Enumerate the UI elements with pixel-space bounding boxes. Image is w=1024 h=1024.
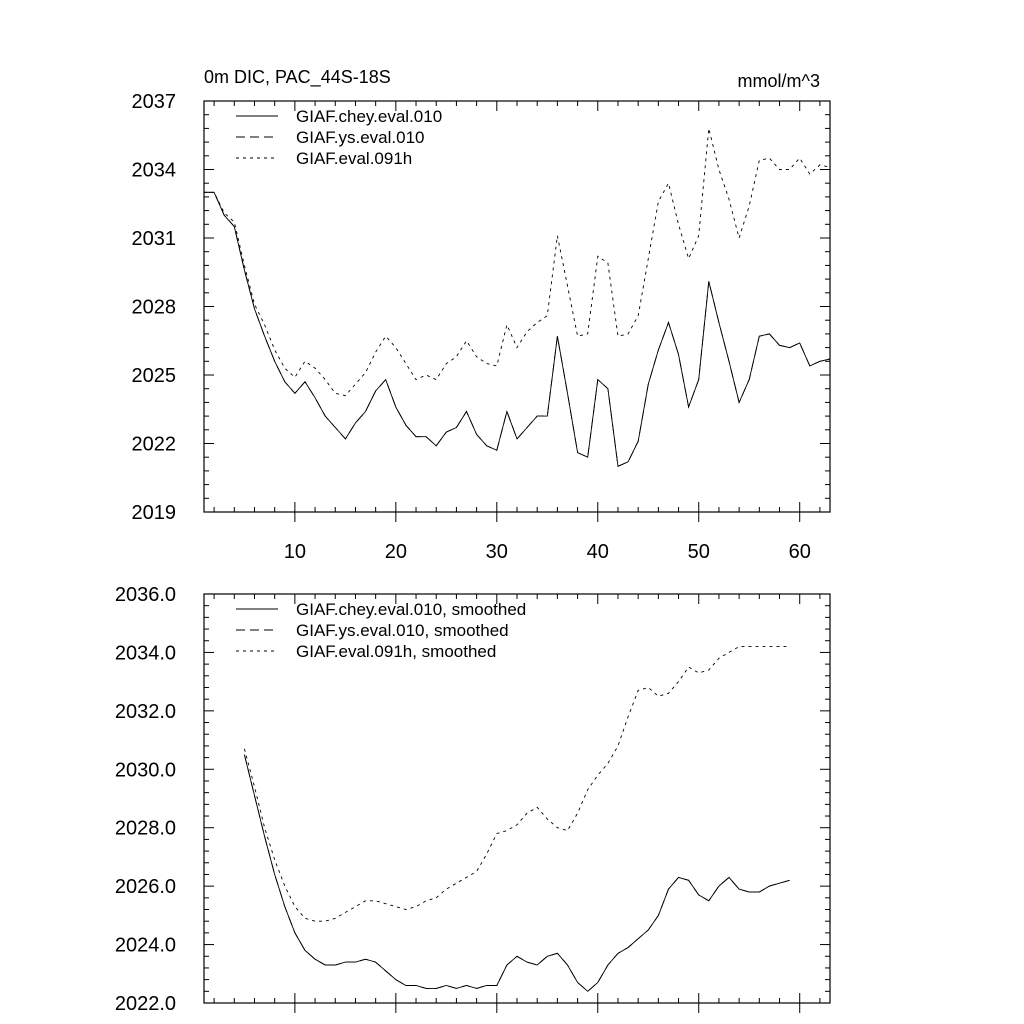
y-tick-label: 2030.0 xyxy=(115,759,176,781)
y-tick-label: 2022 xyxy=(132,434,177,456)
y-tick-label: 2024.0 xyxy=(115,935,176,957)
series-line-2 xyxy=(243,754,790,992)
legend-label-1: GIAF.chey.eval.010 xyxy=(296,107,442,126)
legend-label-1: GIAF.chey.eval.010, smoothed xyxy=(296,600,526,619)
y-tick-label: 2037 xyxy=(132,91,177,113)
x-tick-label: 40 xyxy=(587,541,609,563)
y-tick-label: 2036.0 xyxy=(115,584,176,606)
bottom-panel: 2022.0 2024.0 2026.0 2028.0 2030.0 2032.0 2034… xyxy=(115,584,831,1015)
legend-label-2: GIAF.ys.eval.010 xyxy=(296,128,425,147)
series-line-3 xyxy=(243,646,790,922)
y-tick-label: 2028.0 xyxy=(115,818,176,840)
series-line-3 xyxy=(204,128,831,397)
y-tick-label: 2022.0 xyxy=(115,993,176,1015)
x-tick-label: 20 xyxy=(385,541,407,563)
series-line-1 xyxy=(204,191,831,467)
chart-title: 0m DIC, PAC_44S-18S xyxy=(204,67,391,88)
x-tick-label: 10 xyxy=(284,541,306,563)
x-tick-label: 60 xyxy=(789,541,811,563)
y-tick-label: 2025 xyxy=(132,365,177,387)
y-tick-label: 2032.0 xyxy=(115,701,176,723)
y-tick-label: 2026.0 xyxy=(115,876,176,898)
legend-label-3: GIAF.eval.091h xyxy=(296,149,412,168)
series-line-2 xyxy=(204,191,831,467)
top-panel: 2019 2022 2025 2028 2031 2034 2037 10 20 30 40 50 60… xyxy=(132,67,831,563)
y-tick-label: 2028 xyxy=(132,297,177,319)
x-tick-label: 50 xyxy=(688,541,710,563)
legend-label-2: GIAF.ys.eval.010, smoothed xyxy=(296,621,509,640)
y-tick-label: 2034 xyxy=(132,160,177,182)
y-tick-label: 2034.0 xyxy=(115,642,176,664)
legend-label-3: GIAF.eval.091h, smoothed xyxy=(296,642,496,661)
units-label: mmol/m^3 xyxy=(738,71,820,91)
y-tick-label: 2019 xyxy=(132,502,177,524)
y-tick-label: 2031 xyxy=(132,228,177,250)
x-tick-label: 30 xyxy=(486,541,508,563)
